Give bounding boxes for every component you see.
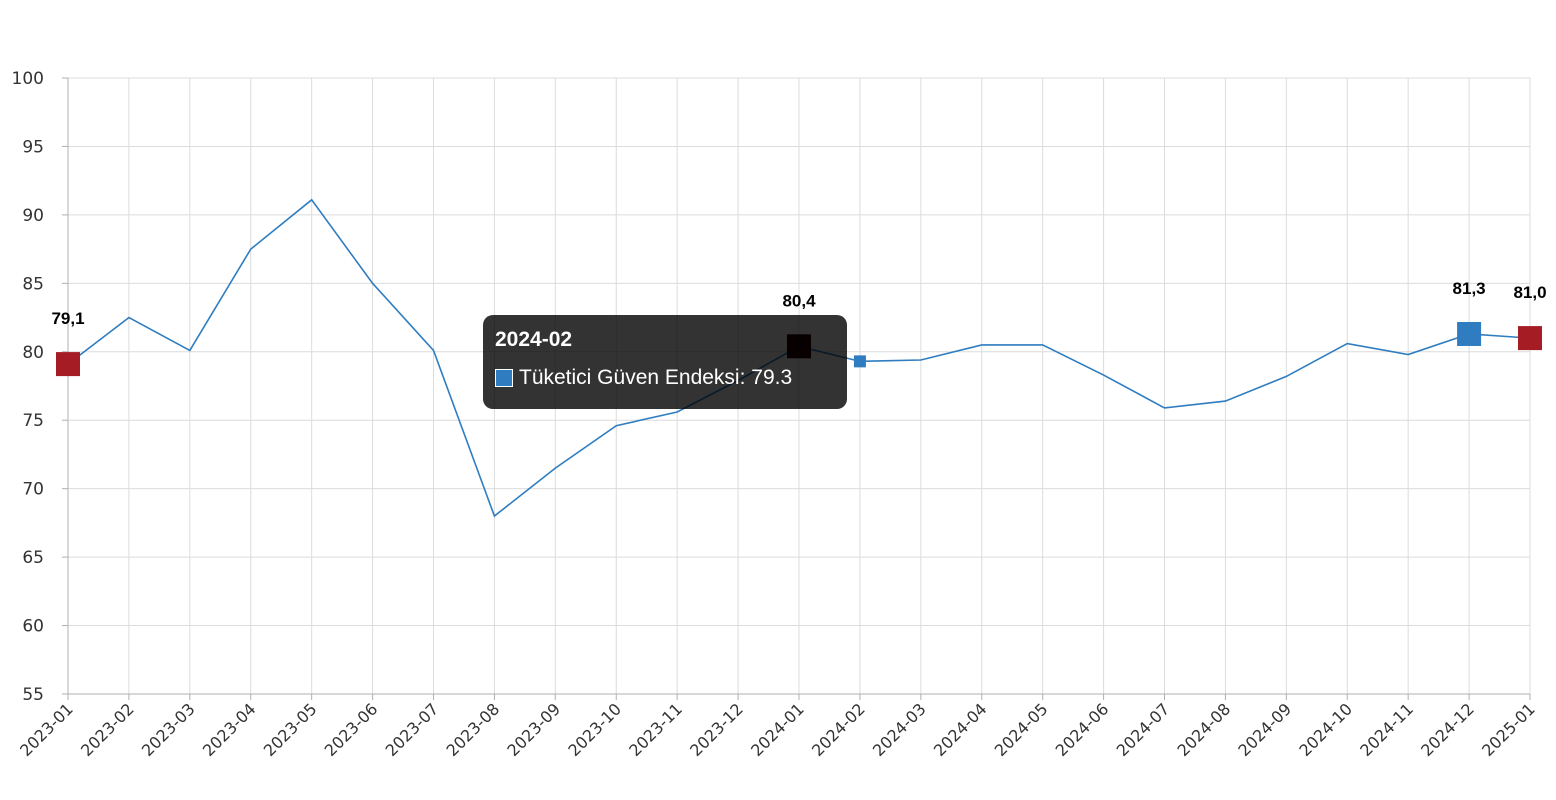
x-tick-label: 2025-01 <box>1478 699 1539 760</box>
x-tick-label: 2024-10 <box>1295 699 1356 760</box>
x-tick-label: 2024-04 <box>930 699 991 760</box>
y-tick-label: 60 <box>22 617 44 637</box>
y-tick-label: 70 <box>22 480 44 500</box>
x-tick-label: 2024-02 <box>808 699 869 760</box>
x-tick-label: 2024-06 <box>1052 699 1113 760</box>
tooltip-text: Tüketici Güven Endeksi: 79.3 <box>519 366 793 389</box>
x-tick-label: 2024-07 <box>1113 699 1174 760</box>
x-tick-label: 2023-01 <box>16 699 77 760</box>
data-label: 79,1 <box>51 309 84 328</box>
x-tick-label: 2023-07 <box>382 699 443 760</box>
x-tick-label: 2023-11 <box>625 699 686 760</box>
series-swatch-icon <box>495 369 513 387</box>
x-axis-ticks: 2023-01 2023-02 2023-03 2023-04 2023-05 2023-… <box>16 694 1539 760</box>
x-tick-label: 2023-06 <box>321 699 382 760</box>
y-axis-ticks: 55 60 65 70 75 80 85 90 95 100 <box>12 69 68 705</box>
x-tick-label: 2023-03 <box>138 699 199 760</box>
y-tick-label: 100 <box>12 69 44 89</box>
x-tick-label: 2023-02 <box>77 699 138 760</box>
data-labels: 79,1 80,4 81,3 81,0 <box>51 279 1546 328</box>
y-tick-label: 85 <box>22 274 44 294</box>
x-tick-label: 2024-11 <box>1356 699 1417 760</box>
tooltip: 2024-02 Tüketici Güven Endeksi: 79.3 <box>483 315 847 409</box>
tooltip-title: 2024-02 <box>495 328 573 351</box>
x-tick-label: 2023-08 <box>443 699 504 760</box>
y-tick-label: 65 <box>22 548 44 568</box>
x-tick-label: 2023-04 <box>199 699 260 760</box>
y-tick-label: 55 <box>22 685 44 705</box>
tooltip-row: Tüketici Güven Endeksi: 79.3 <box>495 365 835 391</box>
x-tick-label: 2024-05 <box>991 699 1052 760</box>
x-tick-label: 2023-09 <box>503 699 564 760</box>
y-tick-label: 90 <box>22 206 44 226</box>
highlight-marker[interactable] <box>1518 326 1542 351</box>
highlight-marker[interactable] <box>56 352 80 377</box>
y-tick-label: 75 <box>22 411 44 431</box>
x-tick-label: 2023-12 <box>686 699 747 760</box>
y-tick-label: 80 <box>22 343 44 363</box>
x-tick-label: 2024-01 <box>747 699 808 760</box>
x-tick-label: 2023-10 <box>564 699 625 760</box>
x-tick-label: 2024-08 <box>1174 699 1235 760</box>
x-tick-label: 2024-12 <box>1417 699 1478 760</box>
data-label: 81,0 <box>1513 283 1546 302</box>
x-tick-label: 2024-09 <box>1234 699 1295 760</box>
y-tick-label: 95 <box>22 137 44 157</box>
data-label: 80,4 <box>782 291 816 310</box>
hover-point-marker[interactable] <box>853 355 866 368</box>
x-tick-label: 2023-05 <box>260 699 321 760</box>
highlight-marker[interactable] <box>1457 321 1482 346</box>
data-label: 81,3 <box>1453 279 1486 298</box>
x-tick-label: 2024-03 <box>869 699 930 760</box>
